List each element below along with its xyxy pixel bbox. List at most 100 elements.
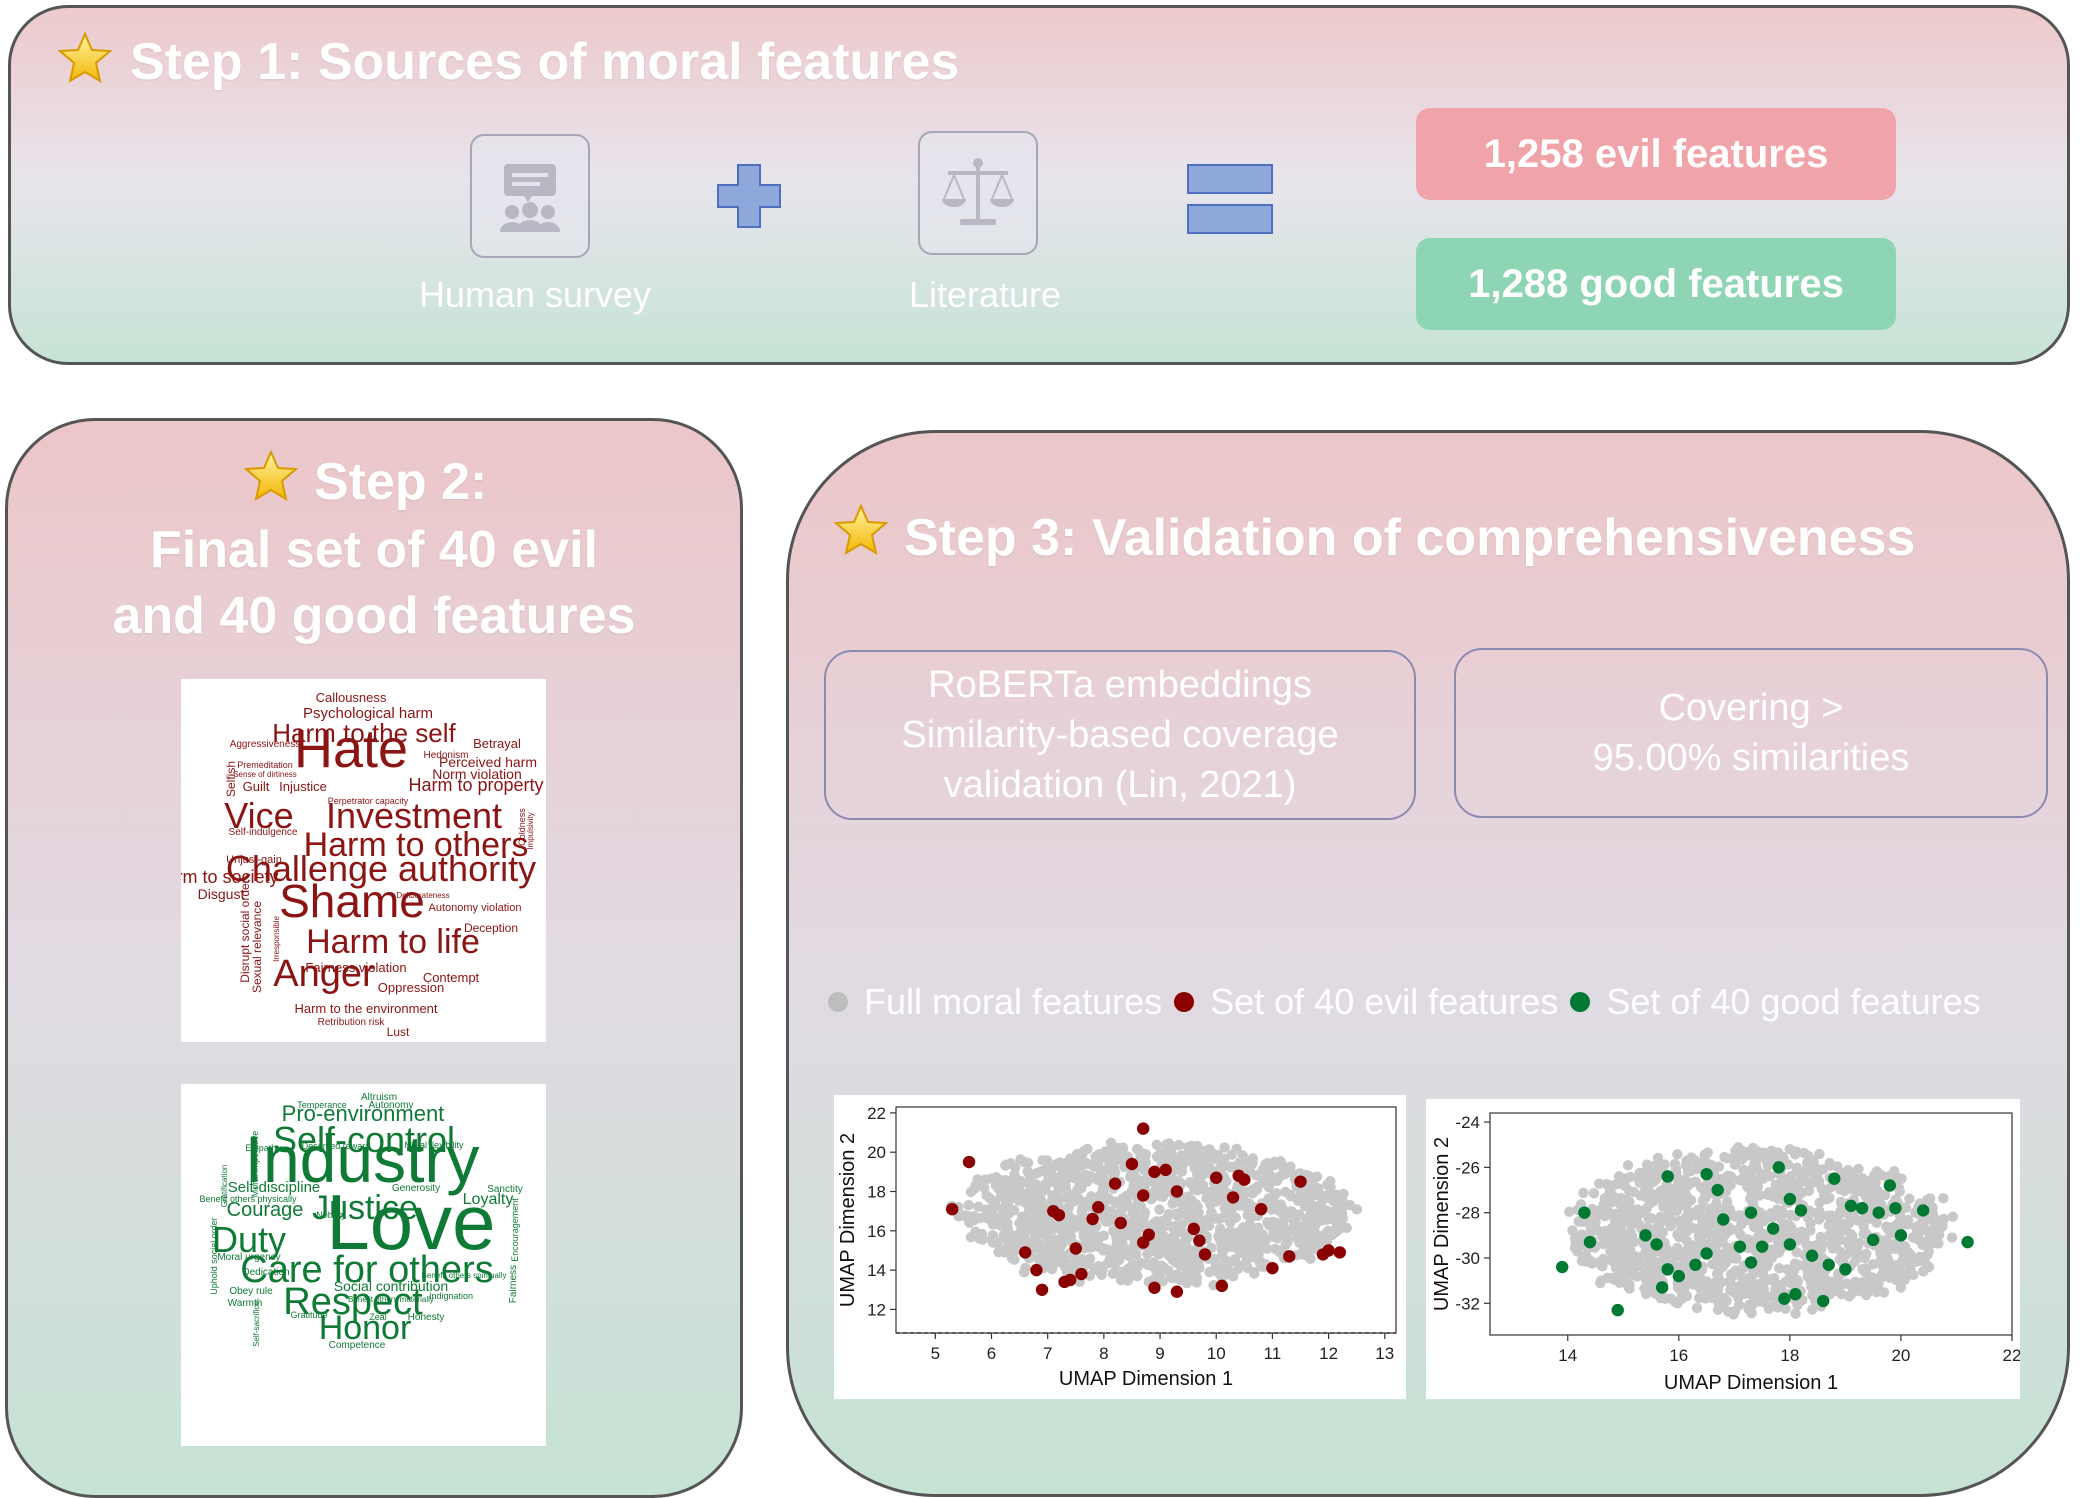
full-feature-point: [1817, 1282, 1829, 1293]
full-feature-point: [1616, 1248, 1627, 1259]
full-feature-point: [1701, 1157, 1713, 1169]
full-feature-point: [1686, 1244, 1697, 1255]
full-feature-point: [1150, 1264, 1161, 1275]
full-feature-point: [1789, 1258, 1801, 1269]
full-feature-point: [987, 1237, 999, 1248]
full-feature-point: [1799, 1260, 1811, 1271]
full-feature-point: [1299, 1200, 1311, 1212]
full-feature-point: [1020, 1262, 1031, 1274]
y-tick-label: -24: [1455, 1113, 1480, 1132]
feature-point: [1894, 1229, 1908, 1242]
full-feature-point: [1836, 1207, 1847, 1219]
word-cloud-term: Guilt: [243, 779, 270, 794]
full-feature-point: [1611, 1217, 1622, 1229]
full-feature-point: [1641, 1159, 1653, 1170]
full-feature-point: [1189, 1162, 1200, 1174]
full-feature-point: [1681, 1155, 1692, 1166]
full-feature-point: [1574, 1236, 1585, 1248]
full-feature-point: [973, 1201, 984, 1212]
full-feature-point: [1736, 1219, 1747, 1230]
full-feature-point: [1600, 1225, 1611, 1237]
full-feature-point: [1723, 1276, 1735, 1288]
word-cloud-term: Harm to the environment: [294, 1001, 437, 1016]
feature-point: [1198, 1248, 1212, 1261]
word-cloud-term: Benefit others physically: [199, 1194, 297, 1204]
word-cloud-term: Courage: [227, 1199, 304, 1221]
word-cloud-term: Benefit others materially: [348, 1295, 434, 1304]
full-feature-point: [1814, 1148, 1825, 1160]
full-feature-point: [1049, 1234, 1061, 1245]
full-feature-point: [1611, 1208, 1622, 1220]
feature-point: [1744, 1256, 1758, 1269]
word-cloud-term: Gratitude: [290, 1310, 327, 1320]
y-axis-label: UMAP Dimension 2: [1431, 1137, 1453, 1311]
full-feature-point: [1789, 1227, 1801, 1238]
word-cloud-term: Shame: [279, 875, 425, 927]
full-feature-point: [1151, 1139, 1162, 1151]
full-feature-point: [1699, 1149, 1710, 1161]
full-feature-point: [1224, 1214, 1235, 1226]
step1-title: Step 1: Sources of moral features: [130, 33, 960, 91]
full-feature-point: [1700, 1192, 1711, 1203]
full-feature-point: [1807, 1304, 1818, 1315]
full-feature-point: [1094, 1231, 1105, 1242]
full-feature-point: [1681, 1290, 1693, 1302]
full-feature-point: [1782, 1264, 1793, 1275]
x-axis-label: UMAP Dimension 1: [1059, 1368, 1233, 1390]
word-cloud-term: Temperance: [297, 1100, 347, 1110]
word-cloud-term: Aggressiveness: [230, 739, 301, 750]
word-cloud-term: Benefit others spiritually: [422, 1271, 507, 1280]
full-feature-point: [1192, 1140, 1203, 1152]
full-feature-point: [1303, 1170, 1314, 1182]
full-feature-point: [1670, 1296, 1681, 1308]
full-feature-point: [1682, 1214, 1694, 1225]
method-line2: Similarity-based coverage: [901, 714, 1339, 756]
full-feature-point: [1192, 1185, 1203, 1196]
full-feature-point: [1198, 1221, 1209, 1233]
full-feature-point: [1891, 1274, 1902, 1286]
full-feature-point: [1061, 1228, 1073, 1240]
x-tick-label: 12: [1319, 1344, 1338, 1363]
full-feature-point: [1885, 1228, 1896, 1239]
full-feature-point: [1212, 1149, 1224, 1161]
feature-point: [1069, 1242, 1082, 1255]
feature-point: [1767, 1222, 1780, 1235]
full-feature-point: [1312, 1215, 1323, 1226]
word-cloud-term: Retribution risk: [318, 1017, 386, 1028]
feature-point: [1136, 1189, 1150, 1202]
full-feature-point: [1082, 1143, 1093, 1155]
full-feature-point: [1646, 1213, 1657, 1224]
y-tick-label: 14: [867, 1261, 886, 1280]
full-feature-point: [1752, 1181, 1764, 1193]
feature-point: [1210, 1171, 1223, 1184]
full-feature-point: [1746, 1307, 1757, 1319]
full-feature-point: [1878, 1264, 1890, 1275]
x-tick-label: 5: [931, 1344, 940, 1363]
full-feature-point: [1759, 1258, 1771, 1269]
full-feature-point: [1305, 1253, 1316, 1265]
legend-item-full: Full moral features: [828, 981, 1162, 1023]
full-feature-point: [1813, 1266, 1824, 1277]
full-feature-point: [1206, 1186, 1217, 1197]
full-feature-point: [1247, 1157, 1258, 1169]
full-feature-point: [987, 1230, 999, 1241]
feature-point: [1866, 1233, 1880, 1247]
full-feature-point: [1099, 1243, 1110, 1254]
full-feature-point: [1311, 1171, 1323, 1182]
x-tick-label: 18: [1780, 1346, 1799, 1365]
full-feature-point: [1102, 1192, 1114, 1204]
full-feature-point: [1669, 1158, 1681, 1170]
word-cloud-term: Self-control: [273, 1119, 455, 1160]
full-feature-point: [1852, 1185, 1863, 1196]
full-feature-point: [1809, 1240, 1820, 1252]
full-feature-point: [1202, 1214, 1214, 1225]
word-cloud-term: Harm to life: [306, 923, 480, 961]
full-feature-point: [1006, 1253, 1018, 1264]
full-feature-point: [997, 1203, 1009, 1215]
word-cloud-term: Callousness: [316, 690, 387, 705]
feature-point: [1136, 1122, 1150, 1135]
full-feature-point: [1185, 1176, 1196, 1188]
full-feature-point: [1790, 1308, 1801, 1319]
word-cloud-term: Honor: [319, 1309, 412, 1347]
full-feature-point: [1672, 1242, 1683, 1254]
